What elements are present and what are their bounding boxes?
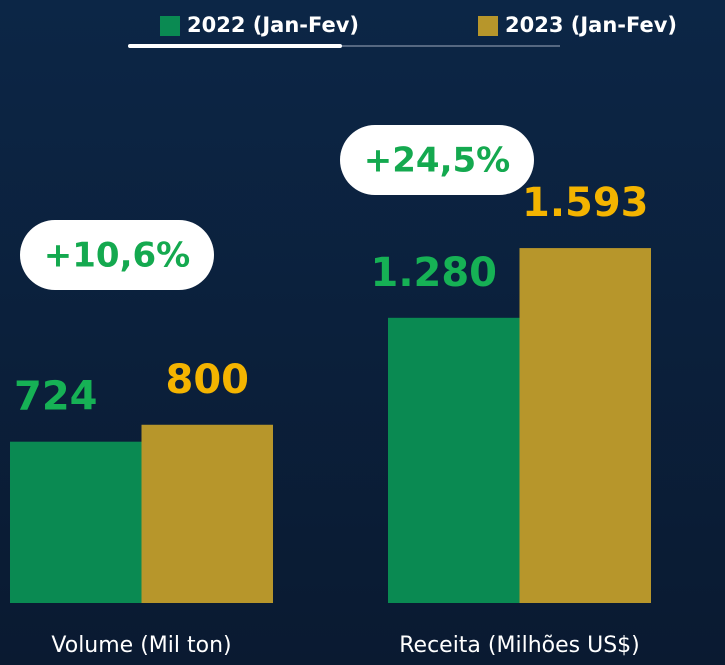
value-label: 800: [166, 357, 250, 403]
legend-swatch: [160, 16, 180, 36]
value-label: 1.280: [370, 250, 497, 296]
bar: [519, 248, 651, 604]
annotation: +10,6%: [44, 236, 190, 276]
value-label: 724: [14, 374, 98, 420]
annotation: +24,5%: [364, 141, 510, 181]
value-label: 1.593: [522, 180, 649, 226]
x-tick-label: Volume (Mil ton): [51, 633, 231, 658]
legend-swatch: [478, 16, 498, 36]
legend-label: 2022 (Jan-Fev): [187, 13, 359, 37]
legend-label: 2023 (Jan-Fev): [505, 13, 677, 37]
annotation-pill: [340, 125, 534, 195]
bar: [141, 424, 273, 603]
annotation-pill: [20, 220, 214, 290]
bar: [10, 441, 142, 603]
bar: [388, 317, 520, 603]
x-tick-label: Receita (Milhões US$): [399, 633, 640, 658]
